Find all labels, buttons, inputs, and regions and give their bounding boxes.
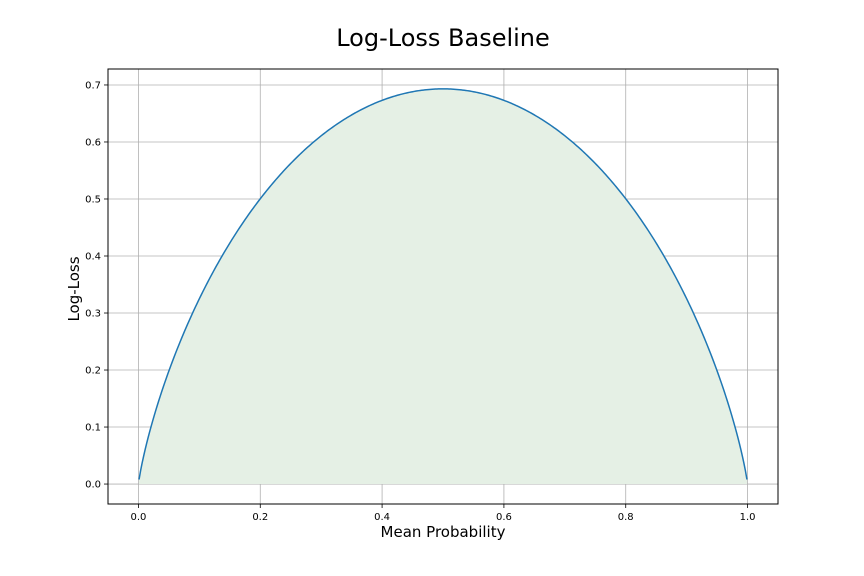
y-tick-label: 0.3: [85, 309, 101, 320]
series-line: [138, 88, 748, 480]
x-axis-ticks: 0.0 0.2 0.4 0.6 0.8 1.0: [131, 504, 756, 523]
y-tick-label: 0.6: [85, 137, 101, 148]
plot-area: [139, 88, 747, 485]
y-tick-label: 0.7: [85, 80, 101, 91]
y-tick-label: 0.5: [85, 194, 101, 205]
x-tick-label: 1.0: [740, 512, 756, 523]
y-tick-label: 0.1: [85, 423, 101, 434]
y-axis-ticks: 0.0 0.1 0.2 0.3 0.4 0.5 0.6 0.7: [85, 80, 108, 491]
x-tick-label: 0.2: [252, 512, 268, 523]
y-tick-label: 0.4: [85, 251, 101, 262]
y-tick-label: 0.2: [85, 366, 101, 377]
plot-frame: [107, 68, 779, 505]
x-tick-label: 0.4: [374, 512, 390, 523]
x-tick-label: 0.6: [496, 512, 512, 523]
y-axis-label: Log-Loss: [65, 256, 83, 321]
x-tick-label: 0.8: [618, 512, 634, 523]
y-tick-label: 0.0: [85, 480, 101, 491]
area-fill: [139, 88, 747, 485]
x-axis-label: Mean Probability: [381, 523, 506, 541]
chart-title: Log-Loss Baseline: [336, 24, 550, 52]
series-layer: [138, 88, 748, 480]
x-tick-label: 0.0: [131, 512, 147, 523]
